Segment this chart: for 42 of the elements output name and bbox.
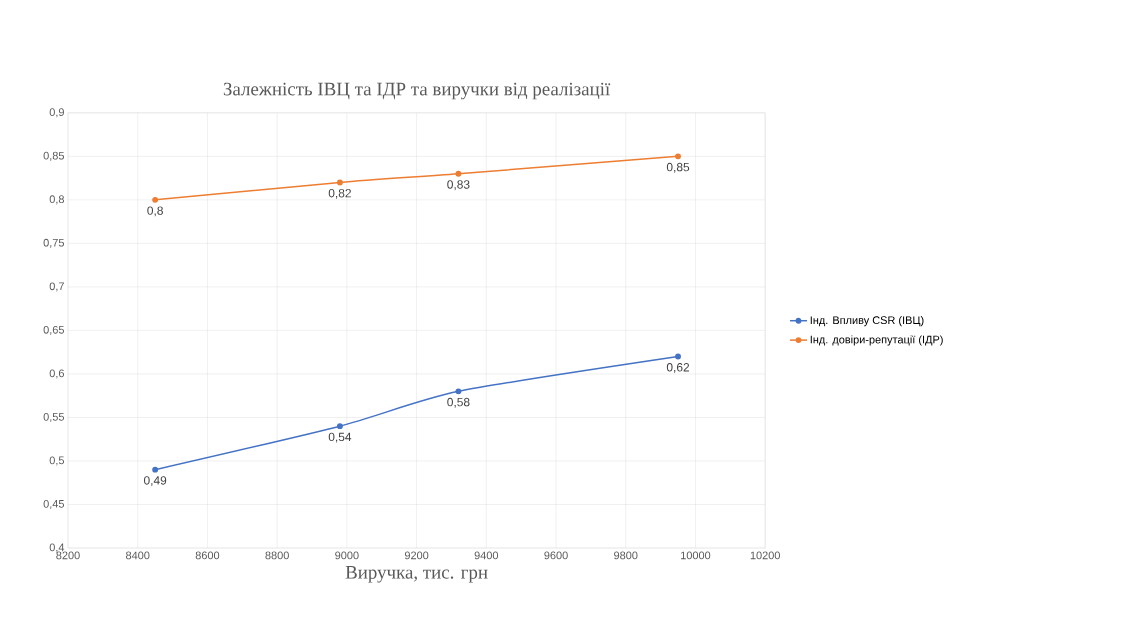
y-tick-label: 0,7 (49, 282, 64, 292)
point (675, 353, 681, 360)
y-tick-label: 0,4 (49, 543, 65, 553)
y-tick-label: 0,85 (43, 151, 65, 161)
data-label: 0,49 (143, 476, 167, 487)
x-tick-label: 9800 (614, 551, 638, 560)
y-tick-label: 0,45 (43, 499, 65, 510)
x-tick-label: 8800 (265, 551, 289, 560)
data-label: 0,82 (328, 188, 351, 199)
x-tick-label: 9400 (474, 551, 499, 560)
y-tick-label: 0,65 (43, 325, 65, 335)
x-tick-label: 10000 (681, 551, 711, 560)
point (675, 153, 681, 160)
point (455, 388, 462, 395)
data-label: 0,8 (147, 206, 163, 217)
y-tick-label: 0,6 (49, 369, 64, 379)
data-label: 0,83 (447, 180, 470, 191)
x-tick-label: 9000 (335, 551, 359, 560)
point (152, 196, 159, 203)
legend-label: Інд. довіри-репутації (ІДР) (810, 335, 943, 346)
y-tick-label: 0,9 (49, 108, 64, 118)
data-label: 0,58 (447, 397, 470, 408)
point (336, 423, 343, 430)
y-tick-label: 0,55 (43, 412, 65, 422)
y-tick-label: 0,75 (43, 238, 65, 248)
chart-title: Залежність ІВЦ та ІДР та виручки від реалізації (223, 82, 611, 100)
data-label: 0,62 (666, 363, 690, 373)
data-label: 0,85 (666, 162, 690, 173)
x-tick-label: 8600 (195, 551, 220, 560)
x-tick-label: 9600 (544, 551, 568, 560)
point (152, 466, 159, 473)
data-label: 0,54 (328, 432, 352, 443)
y-tick-label: 0,8 (49, 195, 64, 205)
y-tick-label: 0,5 (49, 456, 65, 466)
x-tick-label: 8400 (126, 551, 150, 560)
x-tick-label: 8200 (56, 551, 80, 560)
legend-label: Інд. Впливу CSR (ІВЦ) (810, 316, 924, 327)
point (455, 170, 462, 177)
x-tick-label: 10200 (750, 551, 780, 560)
x-axis-title: Виручка, тис. грн (345, 566, 488, 583)
point (336, 179, 343, 186)
x-tick-label: 9200 (404, 551, 429, 560)
